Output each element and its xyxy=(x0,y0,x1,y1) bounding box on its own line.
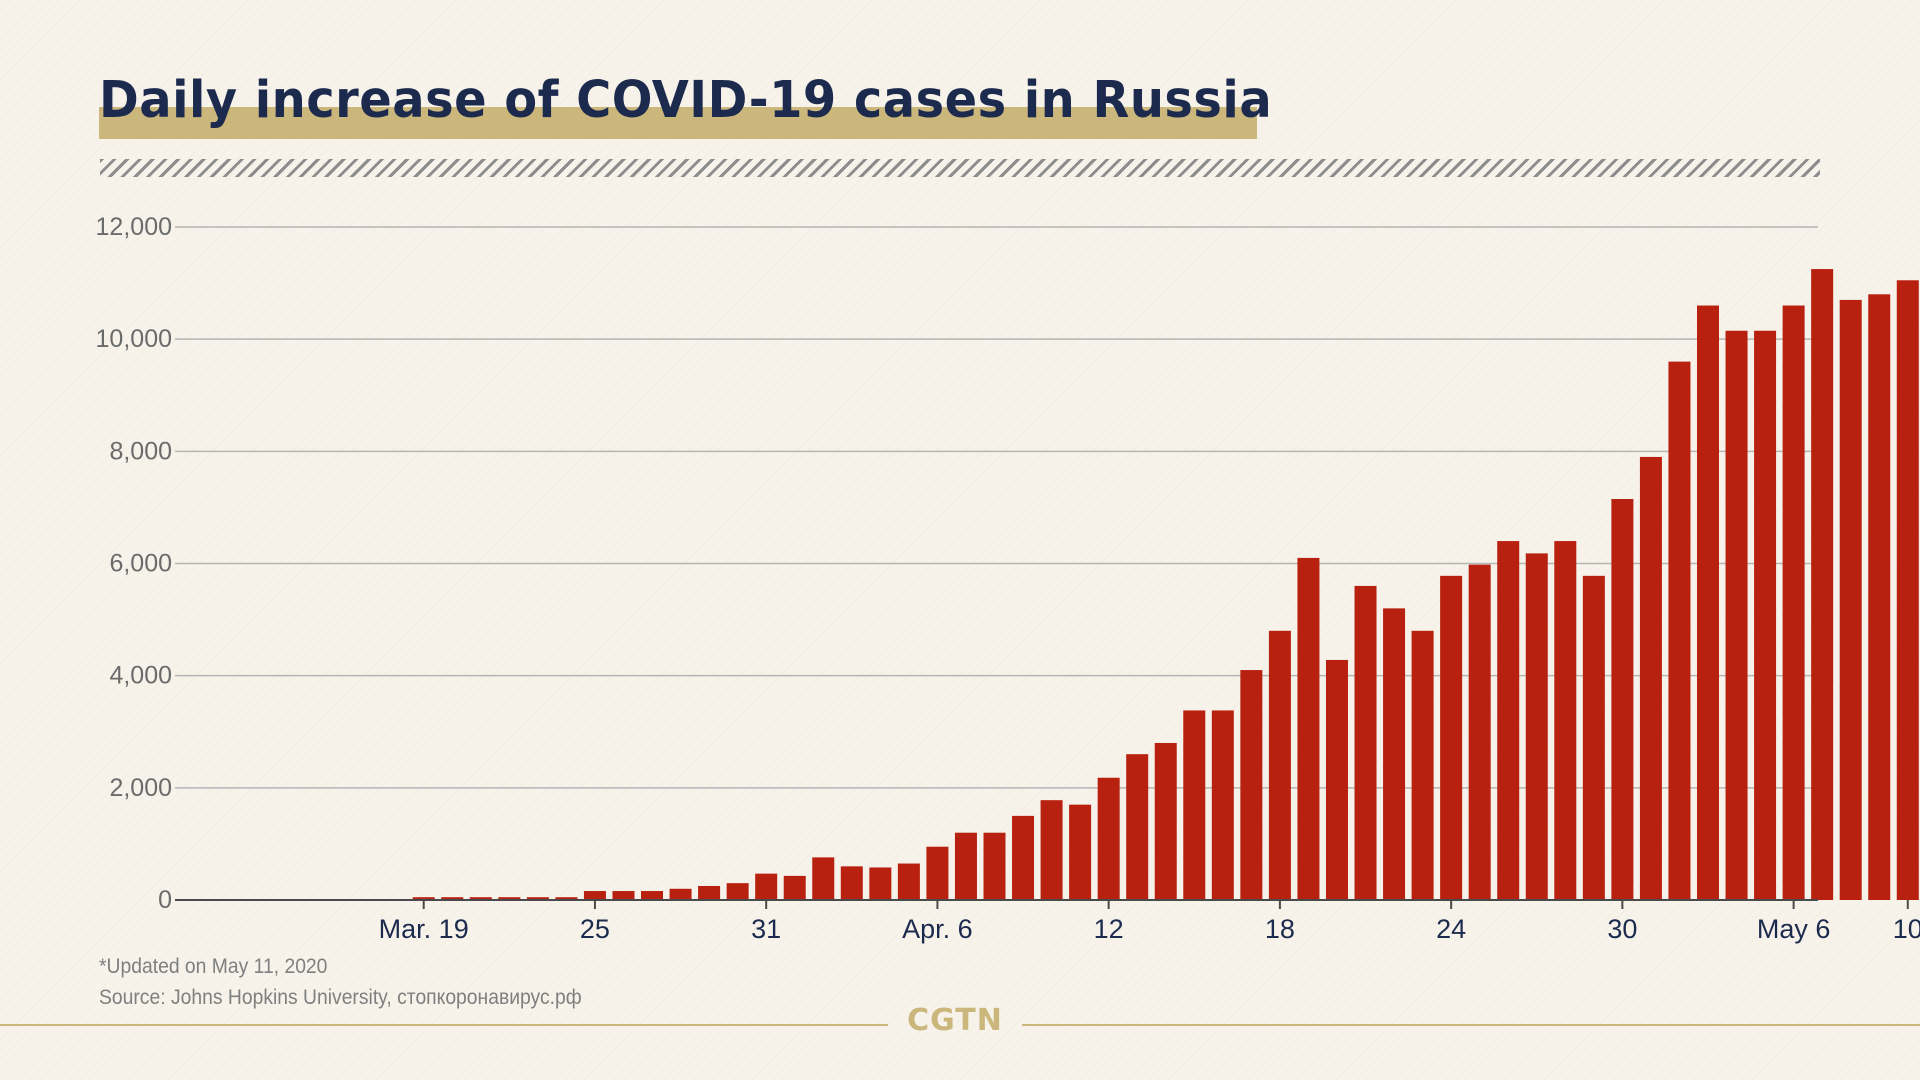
bar xyxy=(1582,575,1605,900)
title-block: Daily increase of COVID-19 cases in Russ… xyxy=(99,62,1347,140)
x-tick-label: Apr. 6 xyxy=(902,914,973,944)
bar xyxy=(1668,361,1691,901)
bar xyxy=(869,867,892,900)
title-highlight-bar xyxy=(99,107,1257,139)
bar xyxy=(1012,815,1035,900)
update-note: *Updated on May 11, 2020 xyxy=(99,955,328,978)
x-tick-label: 12 xyxy=(1094,914,1124,944)
y-tick-label: 8,000 xyxy=(109,437,172,465)
bar xyxy=(1097,777,1120,900)
bar xyxy=(755,873,778,900)
bar xyxy=(1525,553,1548,900)
x-tick-label: Mar. 19 xyxy=(379,914,469,944)
bar xyxy=(612,891,635,900)
source-note: Source: Johns Hopkins University, стопко… xyxy=(99,986,582,1009)
bar xyxy=(1754,330,1777,901)
bar xyxy=(1268,630,1291,900)
bar xyxy=(1697,305,1719,900)
bar xyxy=(726,883,749,900)
x-tick-label: 10 xyxy=(1893,914,1920,944)
bar xyxy=(583,891,606,900)
x-tick-label: 24 xyxy=(1436,914,1466,944)
bar xyxy=(1868,294,1891,900)
bar xyxy=(840,866,863,900)
bar xyxy=(954,832,977,900)
x-tick-label: 18 xyxy=(1265,914,1295,944)
x-tick-label: 30 xyxy=(1607,914,1637,944)
bar xyxy=(1183,710,1206,900)
hatched-divider xyxy=(100,159,1820,177)
bar xyxy=(555,897,578,900)
bar xyxy=(469,897,492,900)
bar xyxy=(498,897,521,900)
bar xyxy=(1639,456,1662,900)
y-tick-label: 2,000 xyxy=(109,774,172,802)
bar xyxy=(1497,541,1520,900)
bar xyxy=(641,891,664,900)
x-tick-label: 31 xyxy=(751,914,781,944)
bar xyxy=(1611,499,1634,900)
bar xyxy=(897,863,920,900)
y-tick-label: 6,000 xyxy=(109,550,172,578)
bar xyxy=(1383,608,1406,900)
bar xyxy=(1411,630,1434,900)
bar xyxy=(1440,575,1463,900)
y-tick-label: 10,000 xyxy=(96,325,172,353)
bar xyxy=(1069,804,1092,900)
bar xyxy=(1839,299,1862,900)
bar xyxy=(1896,280,1919,900)
bar xyxy=(1554,541,1577,900)
bar xyxy=(1782,305,1805,900)
y-tick-label: 12,000 xyxy=(96,213,172,241)
bar xyxy=(783,875,806,900)
bar xyxy=(1811,269,1834,900)
y-tick-label: 0 xyxy=(158,886,172,914)
bar xyxy=(1211,710,1234,900)
bar xyxy=(1468,564,1491,900)
bar xyxy=(669,888,692,900)
bar xyxy=(1354,585,1377,900)
bar xyxy=(1126,754,1149,900)
bar xyxy=(926,846,949,900)
cgtn-logo: CGTN xyxy=(907,1003,1003,1038)
bar xyxy=(412,897,435,900)
x-tick-label: May 6 xyxy=(1757,914,1831,944)
bar xyxy=(698,885,721,900)
bar xyxy=(1297,557,1320,900)
footer-rule-left xyxy=(0,1024,888,1026)
bar xyxy=(441,897,464,900)
bar xyxy=(1325,659,1348,900)
bar xyxy=(983,832,1006,900)
x-tick-label: 25 xyxy=(580,914,610,944)
bar xyxy=(1240,670,1263,900)
footer-rule-right xyxy=(1022,1024,1920,1026)
bar xyxy=(1040,800,1063,900)
bar xyxy=(526,897,549,900)
bar xyxy=(1154,742,1177,900)
y-tick-label: 4,000 xyxy=(109,662,172,690)
bar xyxy=(1725,330,1748,901)
bar xyxy=(812,857,835,900)
chart-title: Daily increase of COVID-19 cases in Russ… xyxy=(99,71,1273,130)
